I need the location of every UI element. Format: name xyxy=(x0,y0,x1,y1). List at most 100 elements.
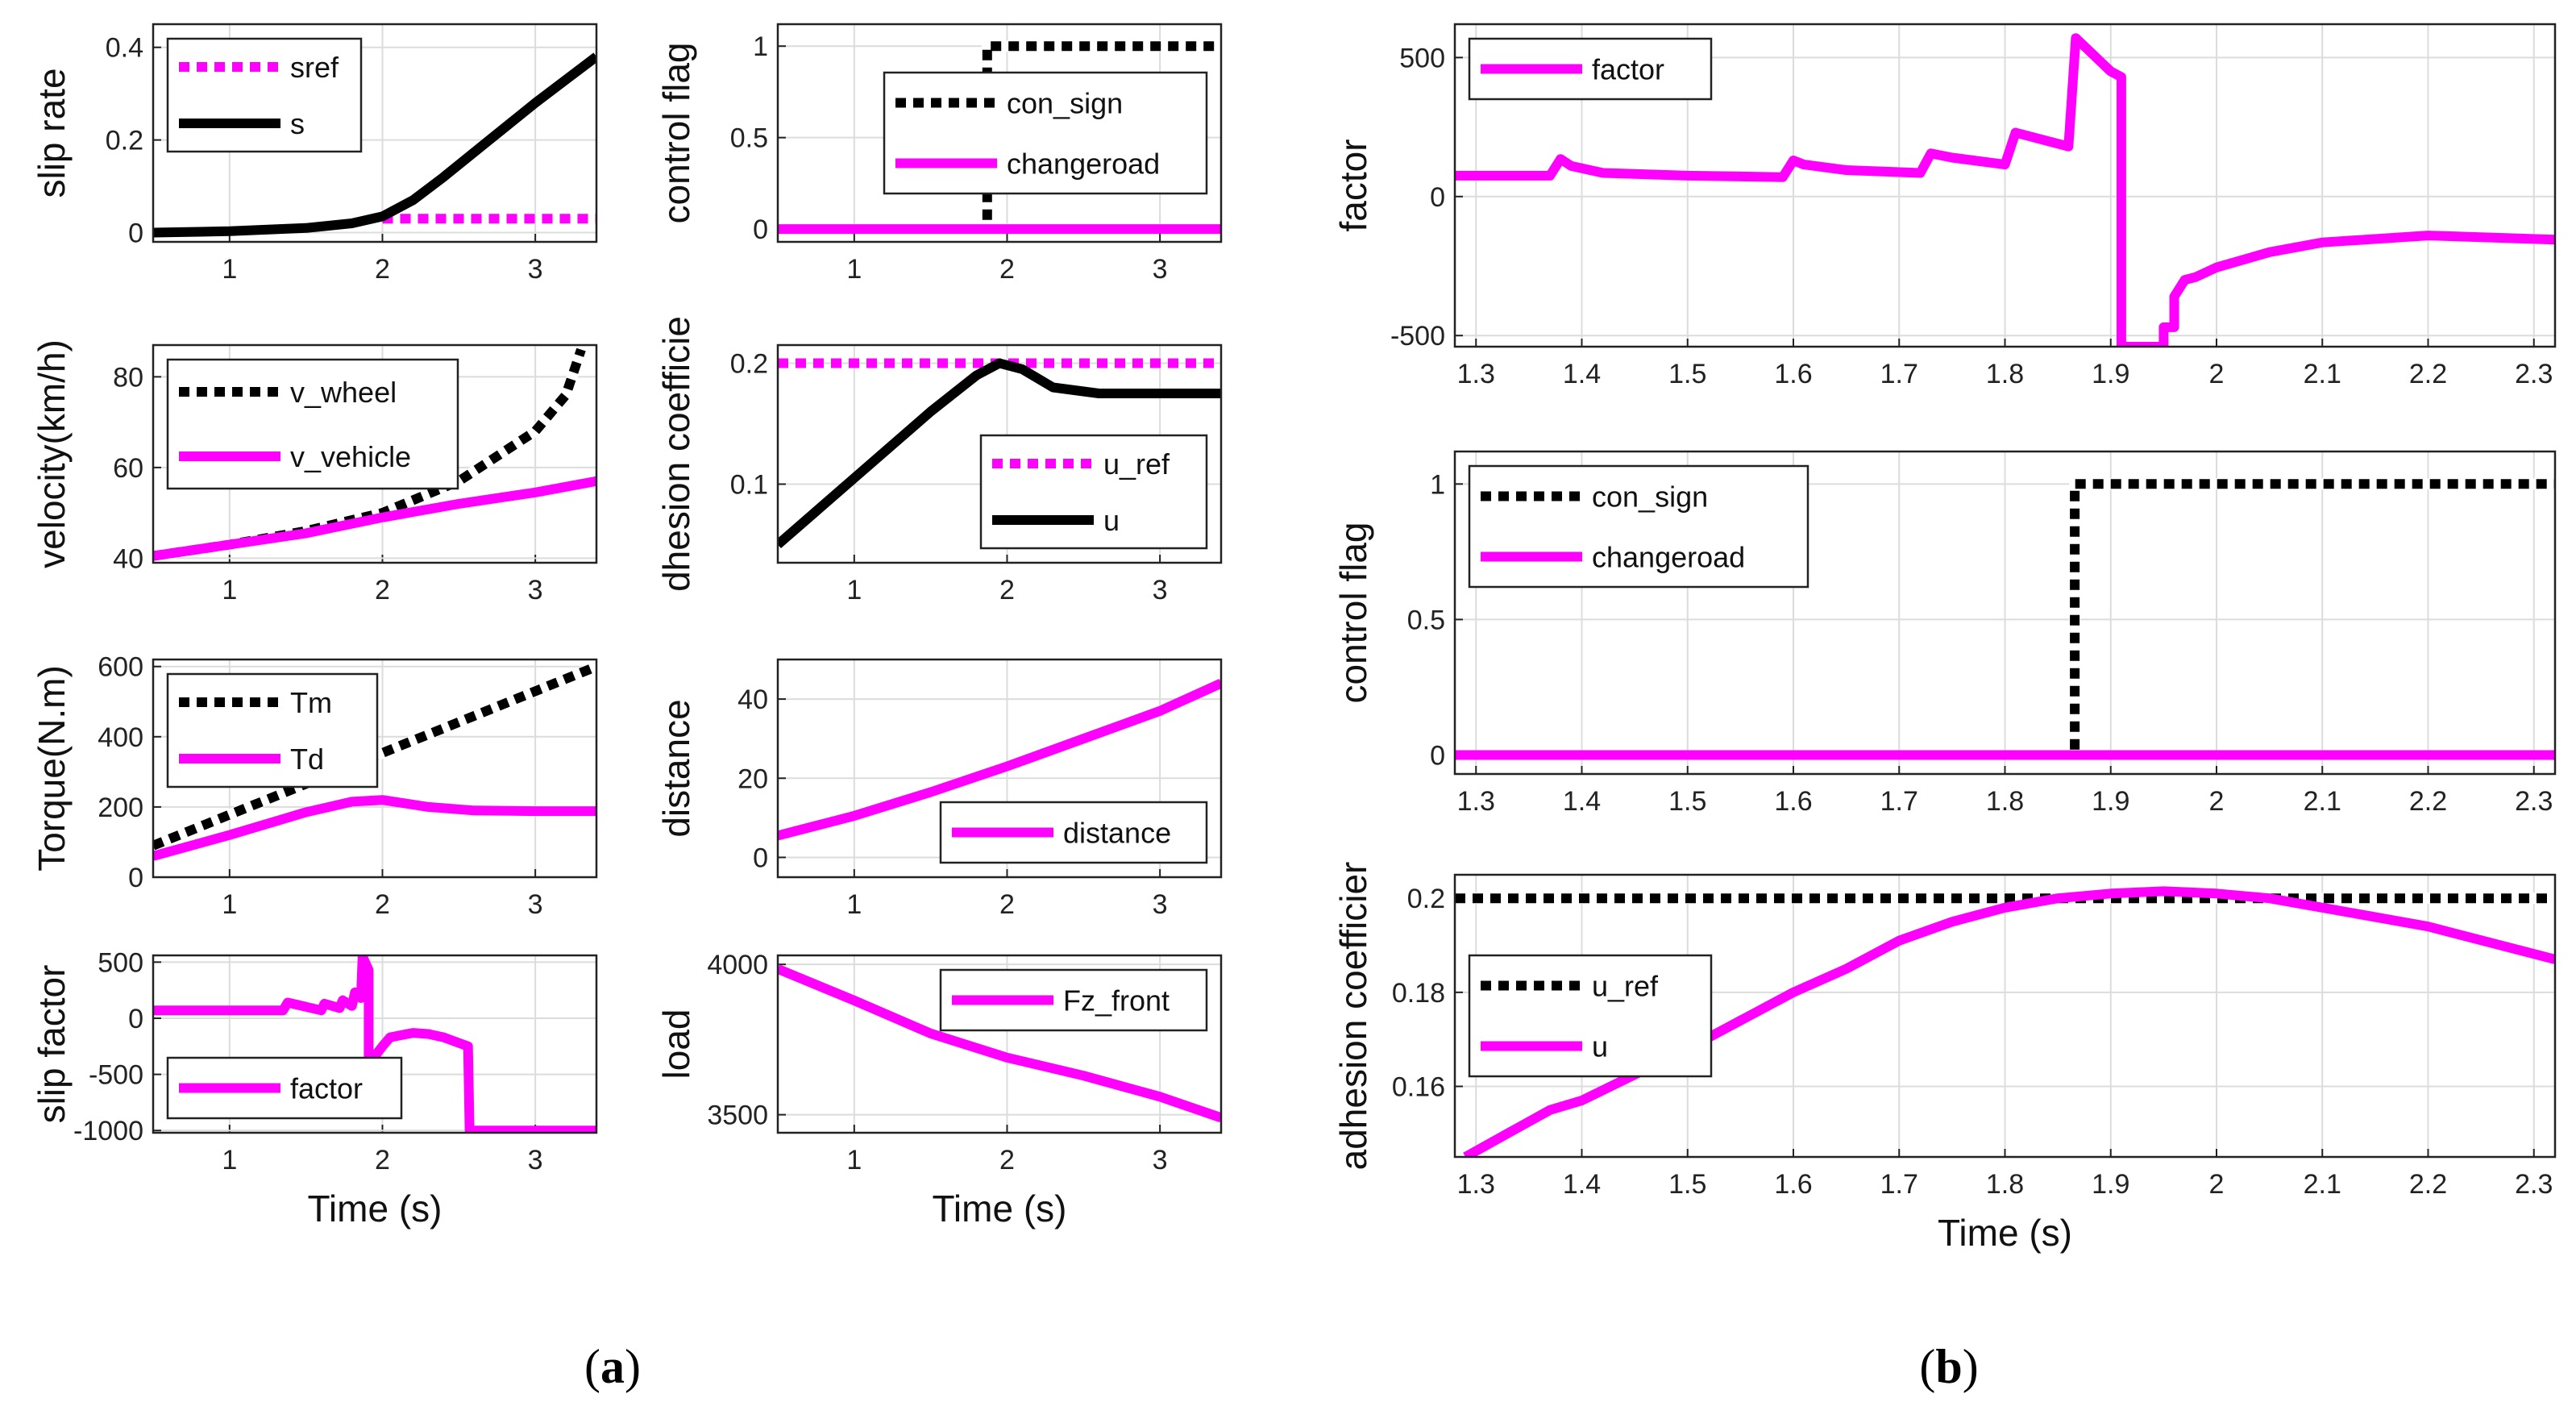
y-axis-label: control flag xyxy=(655,42,697,223)
y-tick-label: 0 xyxy=(128,863,143,893)
legend-box xyxy=(166,37,363,153)
x-tick-label: 2.1 xyxy=(2304,786,2341,817)
plot-frame xyxy=(152,343,598,564)
y-tick-label: 60 xyxy=(113,453,143,484)
series-group xyxy=(778,964,1221,1123)
x-tick-label: 1.4 xyxy=(1563,786,1601,817)
x-axis-label: Time (s) xyxy=(933,1188,1067,1230)
series-group xyxy=(778,679,1221,841)
plot-frame xyxy=(1453,450,2557,776)
x-tick-label: 2 xyxy=(2209,1169,2225,1200)
legend-label-changeroad: changeroad xyxy=(1592,541,1745,574)
chart-10: 1.3 1.4 1.5 1.6 1.7 1.8 1.9 2 2.1 2.2 2.3 0 0.5 1 con_… xyxy=(1332,450,2557,817)
y-tick-label: 0.16 xyxy=(1392,1072,1445,1103)
plot-frame xyxy=(776,658,1223,879)
x-tick-label: 1 xyxy=(846,575,862,605)
series-line-Td xyxy=(153,795,596,861)
legend-label-factor: factor xyxy=(1592,53,1664,86)
legend: factor xyxy=(1468,37,1713,101)
legend-label-con_sign: con_sign xyxy=(1592,481,1708,514)
y-tick-label: 0 xyxy=(128,218,143,249)
x-tick-label: 1.6 xyxy=(1774,786,1812,817)
plot-frame xyxy=(776,23,1223,243)
x-tick-label: 1.6 xyxy=(1774,359,1812,389)
series-line-factor xyxy=(1455,33,2555,347)
chart-4: 1 2 3 -1000 -500 0 500 factor slip factor Time (s… xyxy=(31,947,598,1230)
charts-layer: 1 2 3 0 0.2 0.4 sref s slip rate 1 2 3 40 60 80 v_wheel… xyxy=(31,23,2557,1254)
x-tick-label: 2.2 xyxy=(2409,1169,2447,1200)
y-tick-label: -500 xyxy=(89,1060,143,1091)
y-tick-label: 0.18 xyxy=(1392,978,1445,1009)
legend-box xyxy=(166,672,379,788)
plot-frame xyxy=(776,343,1223,564)
y-axis-label: slip rate xyxy=(31,68,73,198)
y-tick-label: 0.1 xyxy=(730,470,768,501)
x-tick-label: 3 xyxy=(528,575,543,605)
x-tick-label: 2 xyxy=(375,575,390,605)
chart-11: 1.3 1.4 1.5 1.6 1.7 1.8 1.9 2 2.1 2.2 2.3 0.16 0.18 0… xyxy=(1332,862,2557,1254)
x-tick-label: 1.8 xyxy=(1986,1169,2024,1200)
series-line-Fz_front xyxy=(778,964,1221,1123)
x-tick-label: 1.3 xyxy=(1457,786,1495,817)
x-tick-label: 2 xyxy=(375,1145,390,1175)
plot-frame xyxy=(152,658,598,879)
series-line-v_vehicle xyxy=(153,476,596,561)
legend-label-Tm: Tm xyxy=(290,686,332,719)
legend-label-v_vehicle: v_vehicle xyxy=(290,440,411,473)
x-tick-label: 1 xyxy=(222,254,237,285)
legend-label-sref: sref xyxy=(290,51,339,84)
series-line-u xyxy=(778,358,1221,549)
legend-label-con_sign: con_sign xyxy=(1007,87,1123,120)
y-axis-label: adhesion coefficier xyxy=(1332,862,1374,1171)
x-tick-label: 3 xyxy=(1153,254,1168,285)
x-tick-label: 2.3 xyxy=(2515,786,2553,817)
legend: Tm Td xyxy=(166,672,379,788)
x-axis-label: Time (s) xyxy=(1938,1212,2072,1254)
x-tick-label: 2 xyxy=(999,1145,1015,1175)
legend: Fz_front xyxy=(939,968,1208,1032)
x-tick-label: 1.4 xyxy=(1563,359,1601,389)
chart-9: 1.3 1.4 1.5 1.6 1.7 1.8 1.9 2 2.1 2.2 2.3 -500 0 500 f… xyxy=(1332,23,2557,389)
legend-label-u: u xyxy=(1103,504,1120,537)
series-group xyxy=(153,347,596,562)
y-tick-label: 400 xyxy=(98,722,143,753)
legend: con_sign changeroad xyxy=(883,71,1208,195)
legend: factor xyxy=(166,1056,403,1120)
x-tick-label: 2.1 xyxy=(2304,1169,2341,1200)
y-tick-label: 500 xyxy=(98,947,143,978)
chart-3: 1 2 3 0 200 400 600 Tm Td Torque(N.m) xyxy=(31,652,598,920)
x-tick-label: 1 xyxy=(846,889,862,920)
y-tick-label: 1 xyxy=(1430,469,1445,500)
legend-box xyxy=(883,71,1208,195)
series-group xyxy=(1455,478,2555,760)
x-tick-label: 1.5 xyxy=(1668,786,1706,817)
y-axis-label: load xyxy=(655,1009,697,1080)
legend-label-Fz_front: Fz_front xyxy=(1063,984,1170,1017)
x-tick-label: 3 xyxy=(528,889,543,920)
x-tick-label: 2.2 xyxy=(2409,359,2447,389)
x-tick-label: 1.8 xyxy=(1986,786,2024,817)
x-tick-label: 1.5 xyxy=(1668,359,1706,389)
y-tick-label: 0 xyxy=(128,1004,143,1034)
legend: distance xyxy=(939,801,1208,864)
x-tick-label: 1 xyxy=(846,254,862,285)
plot-frame xyxy=(152,954,598,1134)
y-tick-label: 0 xyxy=(753,843,768,873)
series-line-con_sign xyxy=(2070,479,2555,750)
plot-frame xyxy=(152,23,598,243)
x-tick-label: 1.5 xyxy=(1668,1169,1706,1200)
x-tick-label: 3 xyxy=(1153,575,1168,605)
plot-frame xyxy=(1453,873,2557,1159)
y-tick-label: 4000 xyxy=(707,950,768,980)
x-tick-label: 1 xyxy=(222,575,237,605)
chart-5: 1 2 3 0 0.5 1 con_sign changeroad control flag xyxy=(655,23,1223,285)
chart-1: 1 2 3 0 0.2 0.4 sref s slip rate xyxy=(31,23,598,285)
legend: sref s xyxy=(166,37,363,153)
x-tick-label: 3 xyxy=(528,1145,543,1175)
y-tick-label: 3500 xyxy=(707,1101,768,1131)
y-tick-label: 20 xyxy=(737,764,768,794)
y-axis-label: velocity(km/h) xyxy=(31,339,73,568)
y-tick-label: 40 xyxy=(737,684,768,715)
